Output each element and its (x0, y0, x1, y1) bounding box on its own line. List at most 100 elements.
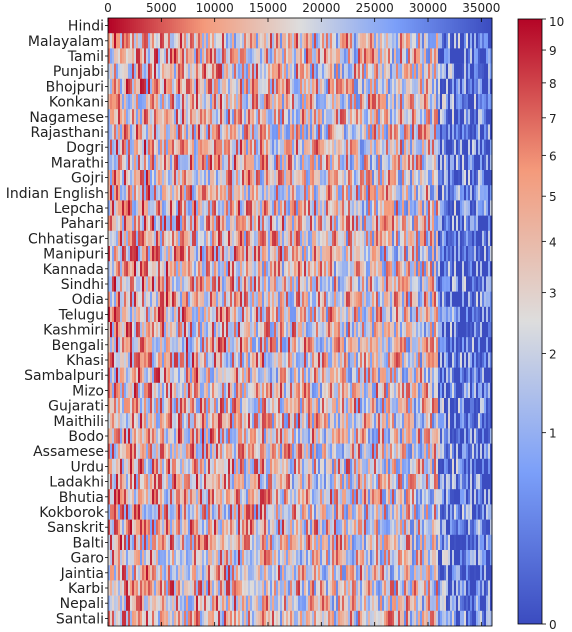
heatmap-cell (182, 231, 184, 247)
heatmap-cell (418, 352, 420, 368)
heatmap-cell (172, 124, 174, 139)
heatmap-cell (280, 368, 282, 384)
heatmap-cell (214, 64, 216, 80)
heatmap-cell (452, 33, 454, 49)
heatmap-cell (242, 200, 244, 216)
heatmap-cell (398, 276, 400, 292)
heatmap-cell (462, 246, 464, 262)
heatmap-cell (178, 368, 180, 384)
heatmap-cell (130, 109, 132, 125)
heatmap-cell (348, 48, 350, 64)
heatmap-cell (214, 200, 216, 216)
heatmap-cell (138, 368, 140, 384)
heatmap-cell (230, 64, 232, 80)
heatmap-cell (404, 383, 406, 399)
heatmap-cell (434, 231, 436, 247)
heatmap-cell (210, 185, 212, 201)
heatmap-cell (368, 185, 370, 201)
heatmap-cell (324, 398, 326, 414)
heatmap-cell (160, 33, 162, 49)
heatmap-cell (296, 94, 298, 110)
heatmap-cell (332, 33, 334, 49)
heatmap-cell (236, 79, 238, 95)
heatmap-cell (194, 18, 196, 34)
heatmap-cell (262, 337, 264, 353)
heatmap-cell (392, 94, 394, 110)
heatmap-cell (258, 64, 260, 80)
heatmap-cell (452, 64, 454, 80)
heatmap-cell (302, 307, 304, 323)
heatmap-cell (388, 383, 390, 399)
heatmap-cell (366, 368, 368, 384)
heatmap-cell (326, 140, 328, 156)
heatmap-cell (338, 322, 340, 338)
heatmap-cell (472, 261, 474, 277)
heatmap-cell (236, 94, 238, 110)
heatmap-cell (226, 200, 228, 216)
heatmap-cell (152, 170, 154, 186)
heatmap-cell (186, 292, 188, 308)
heatmap-cell (404, 261, 406, 277)
heatmap-cell (468, 292, 470, 308)
heatmap-cell (298, 368, 300, 384)
heatmap-cell (156, 170, 158, 186)
heatmap-cell (210, 124, 212, 139)
heatmap-cell (464, 79, 466, 95)
heatmap-cell (248, 124, 250, 139)
heatmap-cell (224, 231, 226, 247)
heatmap-cell (168, 383, 170, 399)
heatmap-cell (192, 352, 194, 368)
heatmap-cell (232, 352, 234, 368)
heatmap-cell (170, 246, 172, 262)
heatmap-cell (148, 109, 150, 125)
heatmap-cell (394, 140, 396, 156)
heatmap-cell (414, 307, 416, 323)
heatmap-cell (270, 368, 272, 384)
heatmap-cell (460, 368, 462, 384)
heatmap-cell (324, 200, 326, 216)
heatmap-cell (232, 398, 234, 414)
heatmap-cell (452, 155, 454, 171)
heatmap-cell (386, 292, 388, 308)
heatmap-cell (150, 383, 152, 399)
heatmap-cell (368, 155, 370, 171)
heatmap-cell (448, 109, 450, 125)
heatmap-cell (132, 398, 134, 414)
heatmap-cell (188, 79, 190, 95)
heatmap-cell (178, 64, 180, 80)
heatmap-cell (110, 352, 112, 368)
heatmap-cell (454, 109, 456, 125)
heatmap-cell (146, 94, 148, 110)
heatmap-cell (276, 140, 278, 156)
heatmap-cell (156, 246, 158, 262)
heatmap-cell (402, 155, 404, 171)
heatmap-cell (316, 322, 318, 338)
heatmap-cell (466, 261, 468, 277)
heatmap-cell (440, 200, 442, 216)
heatmap-cell (288, 64, 290, 80)
heatmap-cell (232, 64, 234, 80)
heatmap-cell (232, 18, 234, 34)
heatmap-cell (466, 124, 468, 139)
heatmap-cell (310, 64, 312, 80)
heatmap-cell (400, 94, 402, 110)
heatmap-cell (166, 398, 168, 414)
heatmap-cell (424, 155, 426, 171)
heatmap-cell (314, 231, 316, 247)
heatmap-cell (114, 200, 116, 216)
heatmap-cell (194, 64, 196, 80)
heatmap-cell (486, 352, 488, 368)
heatmap-cell (284, 64, 286, 80)
heatmap-cell (228, 261, 230, 277)
heatmap-cell (132, 33, 134, 49)
heatmap-cell (162, 170, 164, 186)
heatmap-cell (260, 140, 262, 156)
heatmap-cell (394, 94, 396, 110)
heatmap-cell (210, 200, 212, 216)
heatmap-cell (264, 185, 266, 201)
heatmap-cell (478, 79, 480, 95)
heatmap-cell (314, 48, 316, 64)
heatmap-cell (320, 79, 322, 95)
heatmap-cell (394, 170, 396, 186)
heatmap-cell (420, 337, 422, 353)
